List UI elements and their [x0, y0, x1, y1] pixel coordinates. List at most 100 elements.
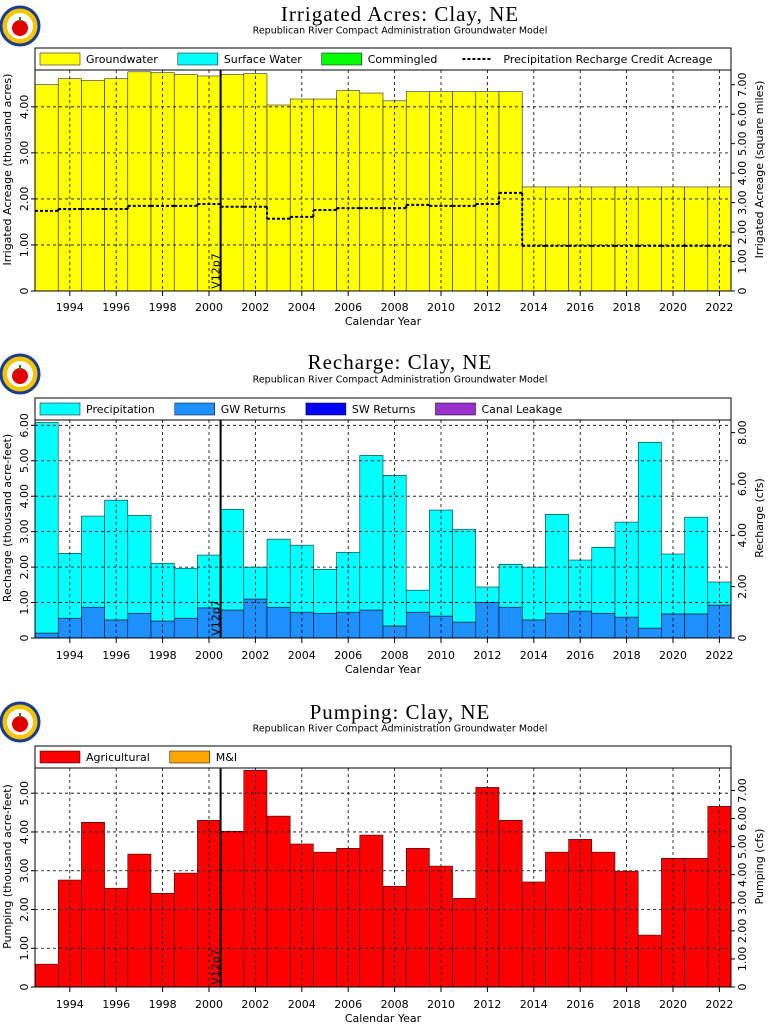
- y-tick-label: 1.00: [18, 936, 31, 961]
- bar-segment: [405, 589, 430, 613]
- bar-segment: [220, 509, 245, 611]
- bar-segment: [81, 822, 105, 988]
- bar-segment: [81, 606, 105, 639]
- x-tick-label: 1998: [149, 649, 177, 662]
- y-tick-label: 3.00: [18, 858, 31, 883]
- bar-segment: [127, 71, 152, 292]
- legend-swatch: [435, 402, 476, 416]
- y2-tick-label: 0: [736, 288, 749, 295]
- y2-tick-label: 4.00: [736, 523, 749, 548]
- bar-segment: [521, 881, 546, 988]
- bar-segment: [313, 851, 337, 988]
- y2-tick-label: 1.00: [736, 249, 749, 274]
- bar-segment: [545, 514, 569, 614]
- x-tick-label: 2016: [566, 649, 594, 662]
- logo: [0, 5, 41, 47]
- bar-segment: [637, 627, 662, 639]
- x-tick-label: 2000: [195, 998, 223, 1011]
- y-tick-label: 4.00: [18, 820, 31, 845]
- x-tick-label: 2000: [195, 301, 223, 314]
- legend-swatch: [39, 750, 81, 764]
- x-tick-label: 2000: [195, 649, 223, 662]
- bar-segment: [498, 564, 523, 608]
- bar-segment: [266, 104, 291, 292]
- bar-segment: [498, 91, 523, 292]
- bar-segment: [591, 186, 616, 292]
- y-tick-label: 0: [18, 984, 31, 991]
- x-tick-label: 2018: [613, 649, 641, 662]
- bar-segment: [591, 547, 616, 614]
- y2-tick-label: 2.00: [736, 220, 749, 245]
- x-tick-label: 2018: [613, 301, 641, 314]
- chart-subtitle: Republican River Compact Administration …: [253, 375, 548, 386]
- y2-axis-label: Pumping (cfs): [753, 829, 766, 905]
- x-axis-label: Calendar Year: [345, 1012, 422, 1024]
- bar-segment: [81, 515, 105, 608]
- legend-swatch: [177, 52, 219, 66]
- legend-label: GW Returns: [221, 403, 286, 416]
- legend-label: Canal Leakage: [482, 403, 563, 416]
- x-tick-label: 2012: [473, 301, 501, 314]
- y2-tick-label: 6.00: [736, 102, 749, 127]
- bar-segment: [521, 619, 546, 639]
- x-tick-label: 2006: [334, 649, 362, 662]
- bar-segment: [266, 815, 291, 988]
- x-tick-label: 2018: [613, 998, 641, 1011]
- x-tick-label: 2008: [381, 301, 409, 314]
- x-axis-label: Calendar Year: [345, 663, 422, 676]
- logo: [0, 353, 41, 395]
- y-tick-label: 3.00: [18, 141, 31, 166]
- y-axis-label: Irrigated Acreage (thousand acres): [1, 74, 14, 266]
- bar-segment: [127, 853, 152, 988]
- x-axis-label: Calendar Year: [345, 315, 422, 328]
- y2-tick-label: 4.00: [736, 161, 749, 186]
- y2-tick-label: 6.00: [736, 472, 749, 497]
- plot-frame: [34, 397, 732, 639]
- y-tick-label: 6.00: [18, 413, 31, 438]
- y-tick-label: 5.00: [18, 449, 31, 474]
- bar-segment: [313, 568, 337, 614]
- bar-segment: [150, 620, 175, 639]
- chart-subtitle: Republican River Compact Administration …: [253, 724, 548, 735]
- legend-swatch: [305, 402, 347, 416]
- x-tick-label: 2022: [705, 301, 733, 314]
- bar-segment: [359, 92, 384, 292]
- bar-segment: [545, 851, 569, 988]
- x-tick-label: 2004: [288, 649, 316, 662]
- bar-segment: [266, 606, 291, 639]
- x-tick-label: 1994: [56, 301, 84, 314]
- x-tick-label: 2020: [659, 998, 687, 1011]
- legend-label: Precipitation: [86, 403, 155, 416]
- bar-segment: [266, 538, 291, 608]
- bar-segment: [313, 612, 337, 639]
- bar-segment: [591, 612, 616, 639]
- x-tick-label: 1996: [102, 649, 130, 662]
- plot-frame: [34, 745, 732, 988]
- bar-segment: [707, 604, 732, 639]
- bar-segment: [57, 617, 82, 639]
- bar-segment: [220, 609, 245, 639]
- x-tick-label: 2022: [705, 649, 733, 662]
- x-tick-label: 2002: [241, 998, 269, 1011]
- y2-tick-label: 3.00: [736, 891, 749, 916]
- x-tick-label: 1996: [102, 998, 130, 1011]
- annotation-text: V12p7: [210, 253, 223, 289]
- bar-segment: [452, 528, 477, 623]
- y2-tick-label: 7.00: [736, 778, 749, 803]
- y-tick-label: 1.00: [18, 233, 31, 257]
- bar-segment: [359, 455, 384, 611]
- chart-title: Irrigated Acres: Clay, NE: [281, 2, 519, 26]
- bar-segment: [359, 834, 384, 988]
- y-tick-label: 3.00: [18, 519, 31, 544]
- bar-segment: [452, 897, 477, 988]
- x-tick-label: 2014: [520, 998, 548, 1011]
- x-tick-label: 2016: [566, 998, 594, 1011]
- y2-tick-label: 3.00: [736, 190, 749, 215]
- bar-segment: [34, 963, 59, 988]
- y2-tick-label: 2.00: [736, 919, 749, 944]
- bar-segment: [405, 91, 430, 292]
- x-tick-label: 1994: [56, 649, 84, 662]
- x-tick-label: 2012: [473, 649, 501, 662]
- annotation-text: V12p7: [210, 949, 223, 985]
